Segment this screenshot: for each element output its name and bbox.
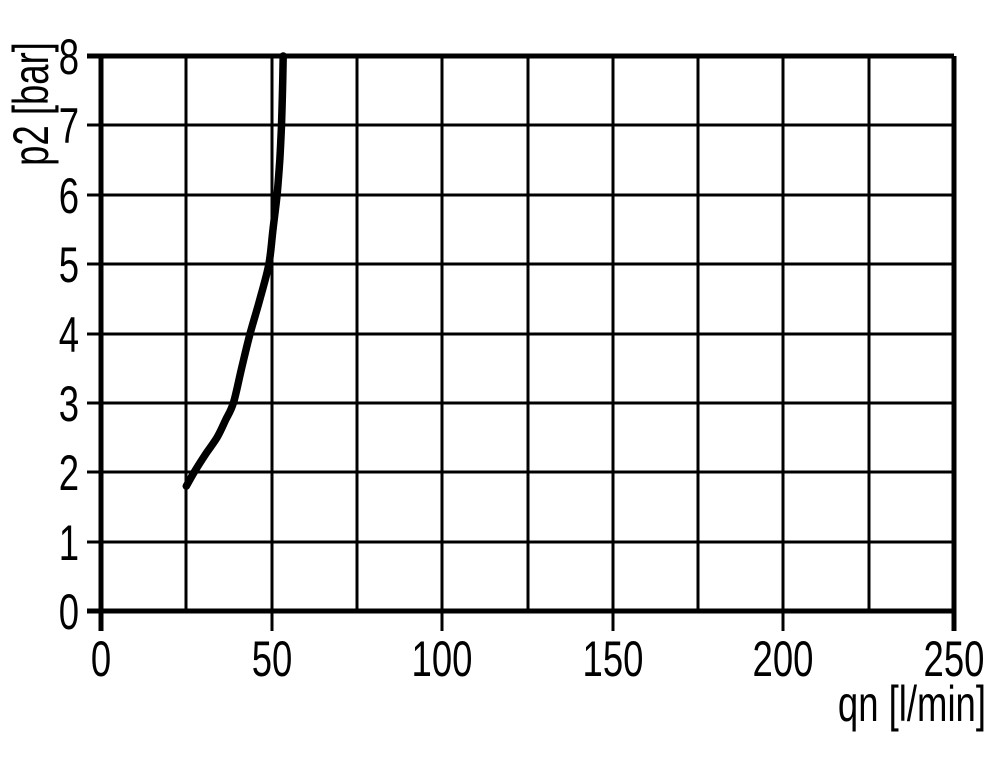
- x-tick-label: 150: [582, 631, 644, 687]
- pressure-drop-flow-curve: [182, 52, 287, 490]
- chart-gridlines: [87, 53, 957, 631]
- y-tick-label: 5: [58, 237, 79, 294]
- x-tick-label: 50: [251, 631, 292, 687]
- y-tick-label: 4: [58, 306, 79, 363]
- y-axis-title: p2 [bar]: [3, 42, 59, 166]
- x-tick-label: 0: [90, 631, 112, 687]
- x-tick-label: 200: [752, 631, 814, 687]
- y-tick-label: 8: [58, 29, 79, 85]
- x-axis-title: qn [l/min]: [837, 676, 986, 732]
- y-tick-label: 6: [58, 167, 79, 224]
- x-tick-label: 250: [923, 631, 985, 687]
- pressure-flow-curve: [182, 52, 287, 490]
- x-tick-label: 100: [411, 631, 473, 687]
- y-tick-label: 0: [58, 584, 79, 640]
- y-tick-label: 3: [58, 375, 79, 432]
- y-tick-label: 7: [58, 98, 79, 155]
- y-tick-label: 2: [58, 445, 79, 502]
- y-tick-label: 1: [58, 514, 79, 571]
